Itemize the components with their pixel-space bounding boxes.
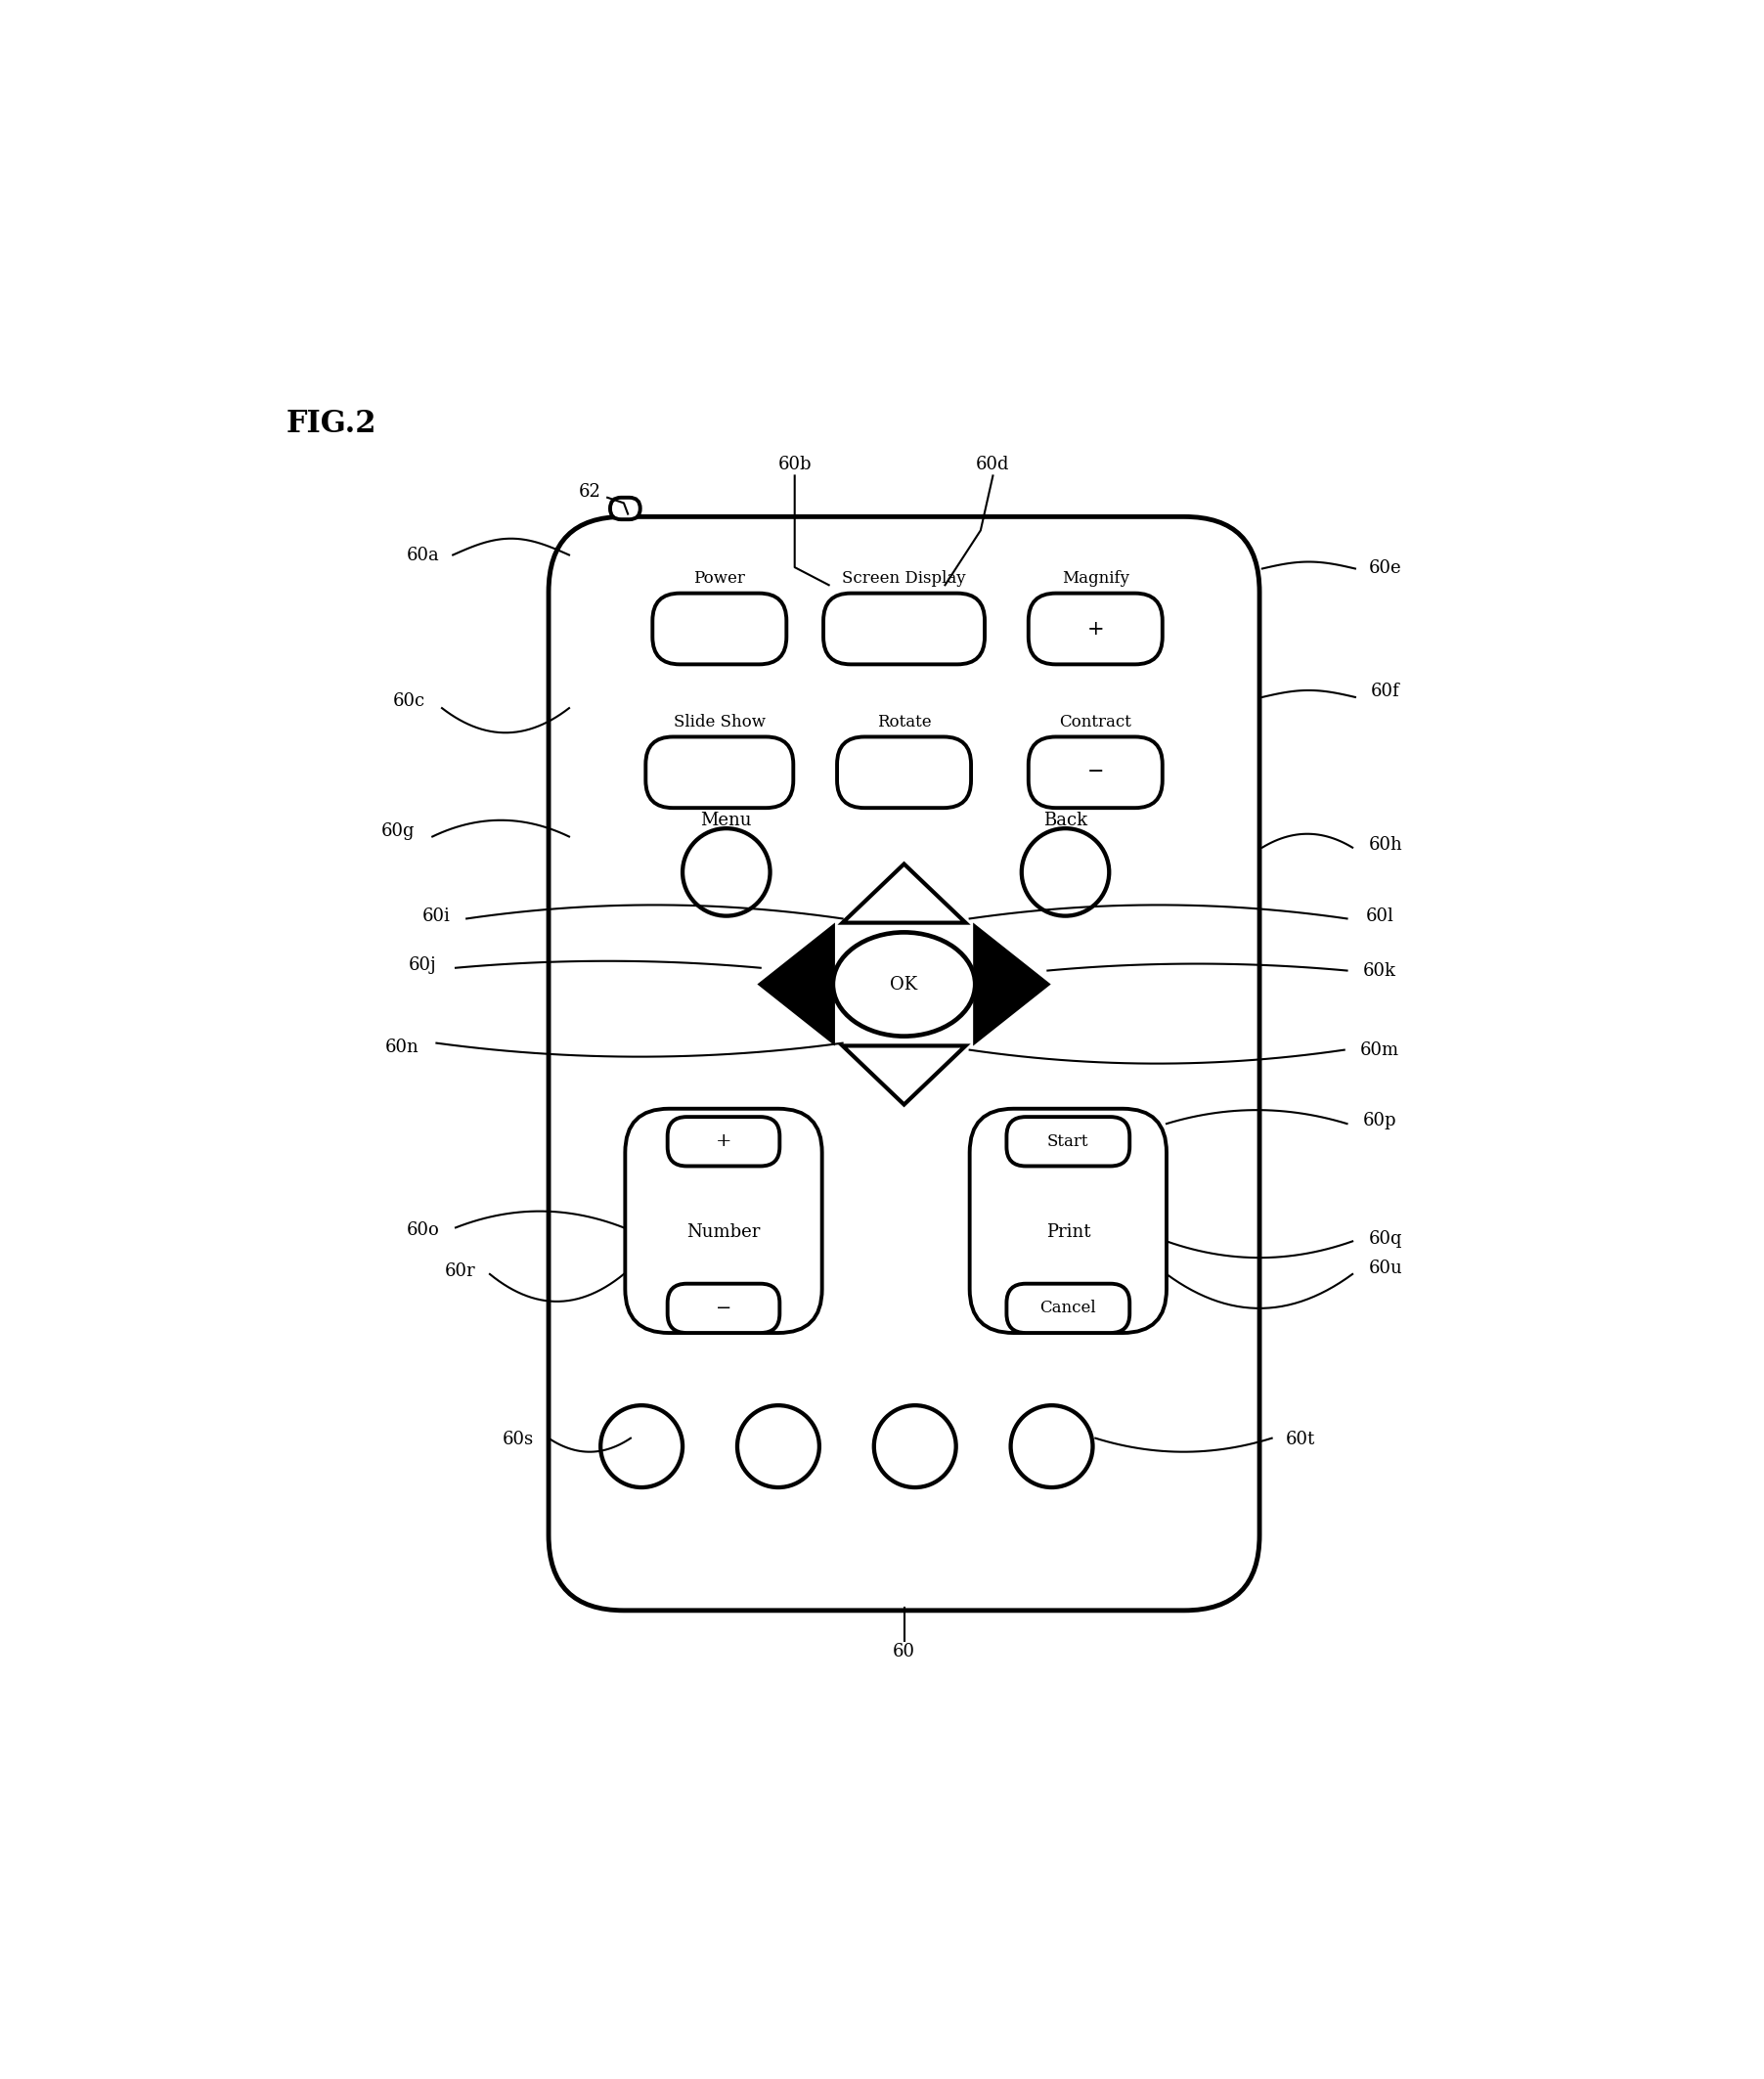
Text: 60l: 60l [1365, 906, 1394, 925]
Ellipse shape [833, 931, 975, 1035]
Text: 60a: 60a [406, 547, 439, 563]
Text: 62: 62 [579, 482, 602, 501]
Polygon shape [843, 865, 965, 923]
FancyBboxPatch shape [653, 593, 787, 665]
Text: 60s: 60s [503, 1430, 534, 1449]
Text: Contract: Contract [1060, 713, 1131, 730]
Text: 60j: 60j [409, 956, 437, 973]
Circle shape [1011, 1405, 1092, 1486]
Text: 60g: 60g [381, 823, 415, 840]
Text: 60q: 60q [1369, 1231, 1402, 1247]
Text: 60m: 60m [1360, 1042, 1399, 1058]
FancyBboxPatch shape [624, 1108, 822, 1333]
Text: 60c: 60c [393, 692, 425, 711]
Circle shape [683, 827, 771, 917]
Text: +: + [716, 1133, 732, 1150]
Text: Print: Print [1046, 1222, 1090, 1241]
FancyBboxPatch shape [667, 1283, 780, 1333]
FancyBboxPatch shape [1028, 593, 1162, 665]
Text: Start: Start [1048, 1133, 1088, 1150]
Circle shape [873, 1405, 956, 1486]
Text: Slide Show: Slide Show [674, 713, 766, 730]
Text: Number: Number [686, 1222, 760, 1241]
Text: 60o: 60o [406, 1222, 439, 1239]
FancyBboxPatch shape [1028, 736, 1162, 809]
Text: Back: Back [1043, 811, 1087, 830]
Text: −: − [716, 1299, 732, 1318]
Text: Menu: Menu [700, 811, 751, 830]
Text: 60u: 60u [1369, 1260, 1402, 1277]
Text: 60t: 60t [1286, 1430, 1316, 1449]
FancyBboxPatch shape [667, 1116, 780, 1166]
FancyBboxPatch shape [838, 736, 970, 809]
Polygon shape [760, 927, 833, 1042]
Text: −: − [1087, 763, 1104, 782]
Text: 60d: 60d [975, 455, 1009, 474]
Circle shape [737, 1405, 818, 1486]
FancyBboxPatch shape [824, 593, 984, 665]
Text: 60n: 60n [385, 1037, 420, 1056]
Text: 60e: 60e [1369, 559, 1402, 578]
FancyBboxPatch shape [646, 736, 794, 809]
FancyBboxPatch shape [1007, 1283, 1129, 1333]
Polygon shape [843, 1046, 965, 1104]
FancyBboxPatch shape [610, 497, 640, 520]
FancyBboxPatch shape [970, 1108, 1166, 1333]
Text: Power: Power [693, 570, 746, 586]
Text: 60k: 60k [1364, 963, 1397, 979]
Text: FIG.2: FIG.2 [286, 410, 376, 439]
Text: 60p: 60p [1364, 1112, 1397, 1129]
Text: Cancel: Cancel [1041, 1299, 1095, 1316]
Polygon shape [975, 927, 1048, 1042]
Text: +: + [1087, 620, 1104, 638]
Text: OK: OK [891, 975, 917, 994]
Text: Rotate: Rotate [877, 713, 931, 730]
Text: 60b: 60b [778, 455, 811, 474]
Text: 60r: 60r [445, 1262, 475, 1281]
Circle shape [600, 1405, 683, 1486]
Text: 60h: 60h [1369, 836, 1402, 854]
Text: Screen Display: Screen Display [841, 570, 967, 586]
Text: Magnify: Magnify [1062, 570, 1129, 586]
FancyBboxPatch shape [549, 518, 1259, 1611]
Circle shape [1021, 827, 1110, 917]
Text: 60: 60 [893, 1642, 916, 1661]
FancyBboxPatch shape [1007, 1116, 1129, 1166]
Text: 60f: 60f [1371, 682, 1401, 701]
Text: 60i: 60i [422, 906, 450, 925]
